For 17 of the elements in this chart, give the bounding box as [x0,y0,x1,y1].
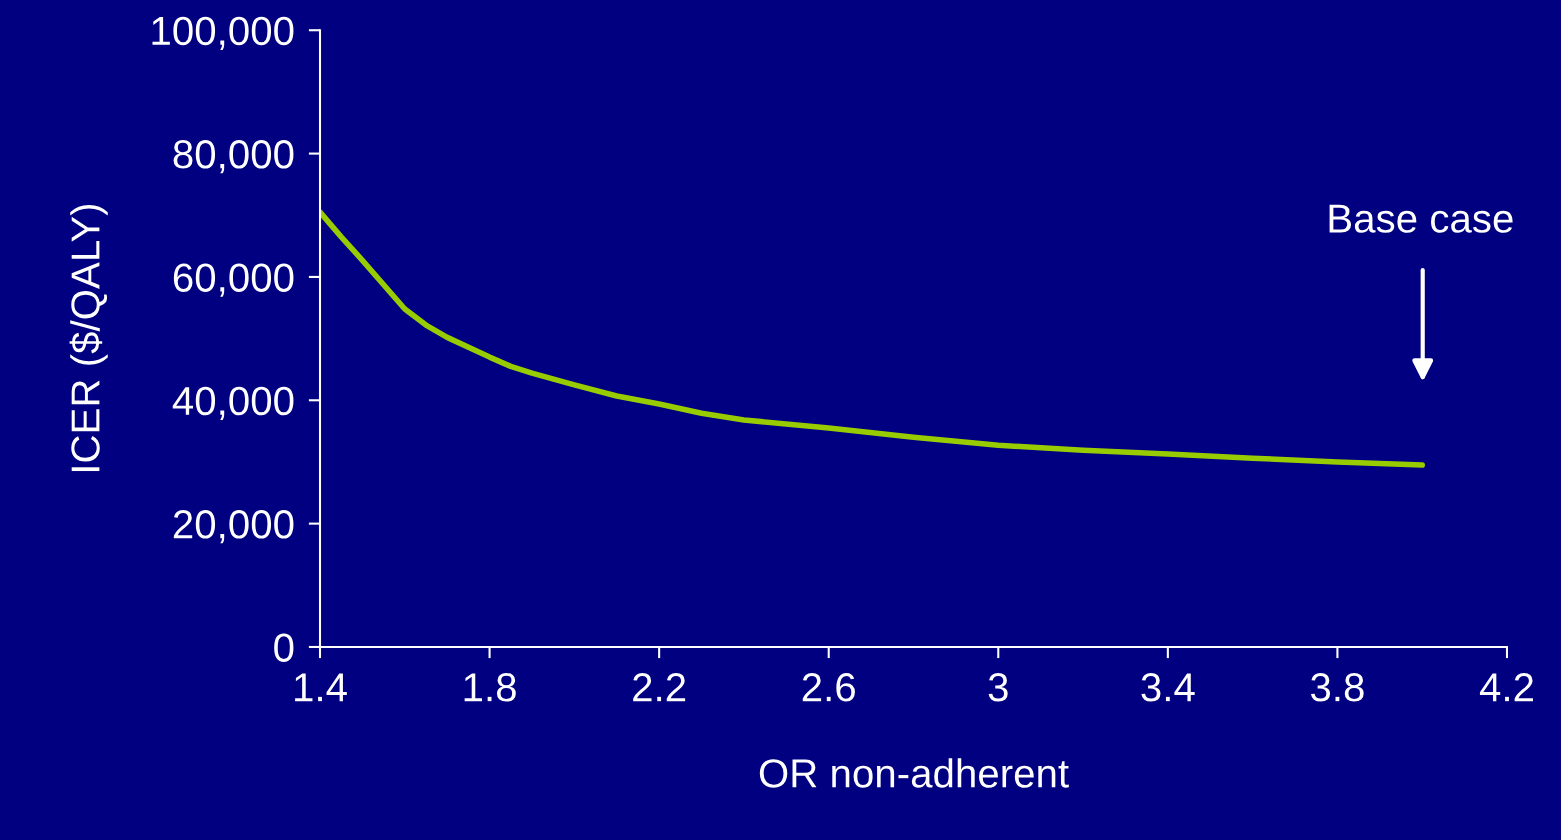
y-tick-label: 80,000 [173,140,294,174]
x-tick-label: 2.2 [633,673,686,702]
y-tick-label: 40,000 [172,386,294,421]
x-tick-label: 1.4 [295,673,347,702]
y-tick-label: 0 [274,633,294,662]
y-tick-label: 20,000 [173,510,294,544]
y-tick-label: 60,000 [173,263,294,297]
x-tick-label: 3.4 [1141,673,1195,702]
y-tick-label: 100,000 [152,16,294,50]
x-axis-title: OR non-adherent [759,758,1069,788]
x-tick-label: 3.8 [1310,673,1364,702]
x-tick-label: 2.6 [802,673,855,702]
x-tick-label: 1.8 [464,673,516,702]
annotation: Base case [1329,204,1513,233]
x-tick-label: 4.2 [1479,673,1533,702]
y-axis-title: ICER ($/QALY) [69,204,108,472]
x-tick-label: 3 [988,673,1008,702]
